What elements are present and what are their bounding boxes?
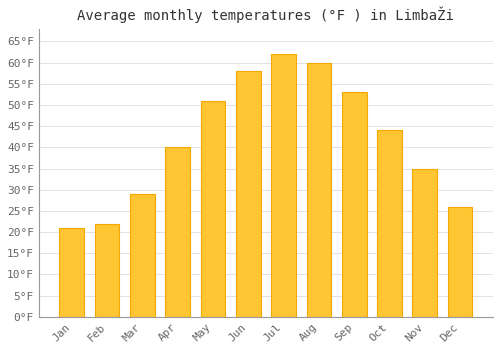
Bar xyxy=(412,169,437,317)
Bar xyxy=(306,63,331,317)
Bar xyxy=(377,131,402,317)
Bar xyxy=(94,224,120,317)
Bar xyxy=(60,228,84,317)
Title: Average monthly temperatures (°F ) in LimbaŽi: Average monthly temperatures (°F ) in Li… xyxy=(78,7,454,23)
Bar xyxy=(200,101,226,317)
Bar xyxy=(236,71,260,317)
Bar xyxy=(342,92,366,317)
Bar xyxy=(130,194,155,317)
Bar xyxy=(271,54,296,317)
Bar xyxy=(448,207,472,317)
Bar xyxy=(166,147,190,317)
